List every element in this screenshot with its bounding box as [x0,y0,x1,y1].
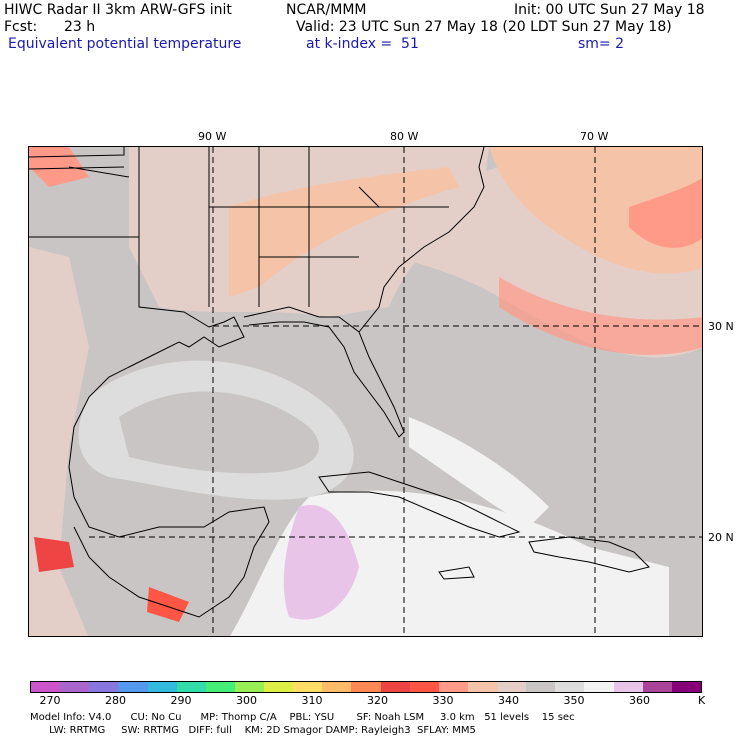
lon-label-80w: 80 W [390,130,419,143]
colorbar-swatch [234,682,264,692]
colorbar-swatch [671,682,701,692]
smoothing: sm= 2 [578,36,625,52]
field-name: Equivalent potential temperature [8,36,242,52]
colorbar-swatch [438,682,468,692]
colorbar-swatch [322,682,352,692]
hot-spot-atlantic [629,178,702,248]
colorbar-tick-label: 290 [170,694,192,707]
lon-label-70w: 70 W [580,130,609,143]
colorbar-swatch [526,682,556,692]
lat-lon-grid [89,147,702,636]
warm-band-atlantic [499,277,702,355]
colorbar-swatch [467,682,497,692]
caribbean-purple-patch [283,505,359,620]
lat-label-30n: 30 N [708,320,734,333]
colorbar-swatch [264,682,294,692]
colorbar [30,681,702,693]
warm-band-appalachian [229,167,459,297]
model-info-line2: LW: RRTMG SW: RRTMG DIFF: full KM: 2D Sm… [30,725,476,736]
hot-spot-central-america [147,587,189,622]
colorbar-swatch [89,682,119,692]
colorbar-swatch [584,682,614,692]
lon-label-90w: 90 W [198,130,227,143]
colorbar-tick-label: 340 [498,694,519,707]
bahamas-cool-streak [409,417,549,527]
fcst-label: Fcst: [4,19,38,35]
colorbar-swatch [205,682,235,692]
colorbar-swatch [380,682,410,692]
hot-spot-mexico [34,537,74,572]
colorbar-tick-label: 310 [301,694,323,707]
init-time: Init: 00 UTC Sun 27 May 18 [514,2,705,18]
colorbar-swatch [31,682,61,692]
level-index: at k-index = 51 [306,36,419,52]
colorbar-tick-label: 350 [563,694,585,707]
colorbar-swatch [555,682,585,692]
model-info-line1: Model Info: V4.0 CU: No Cu MP: Thomp C/A… [30,712,575,723]
colorbar-swatch [118,682,148,692]
valid-time: Valid: 23 UTC Sun 27 May 18 (20 LDT Sun … [296,19,672,35]
colorbar-swatch [351,682,381,692]
org-label: NCAR/MMM [286,2,367,18]
colorbar-swatch [497,682,527,692]
colorbar-tick-label: 320 [367,694,388,707]
colorbar-swatch [176,682,206,692]
colorbar-tick-label: 280 [105,694,126,707]
colorbar-unit: K [698,694,706,707]
colorbar-swatch [293,682,323,692]
colorbar-tick-label: 300 [236,694,257,707]
colorbar-tick-label: 270 [39,694,61,707]
fcst-value: 23 h [64,19,96,35]
model-title: HIWC Radar II 3km ARW-GFS init [4,2,232,18]
colorbar-swatch [642,682,672,692]
lat-label-20n: 20 N [708,531,734,544]
colorbar-swatch [613,682,643,692]
theta-e-map [28,146,703,637]
coastlines [29,147,650,618]
colorbar-swatch [60,682,90,692]
colorbar-swatch [409,682,439,692]
colorbar-tick-label: 360 [629,694,650,707]
colorbar-swatch [147,682,177,692]
gulf-inner [119,391,319,474]
map-canvas [29,147,702,636]
colorbar-tick-label: 330 [432,694,454,707]
